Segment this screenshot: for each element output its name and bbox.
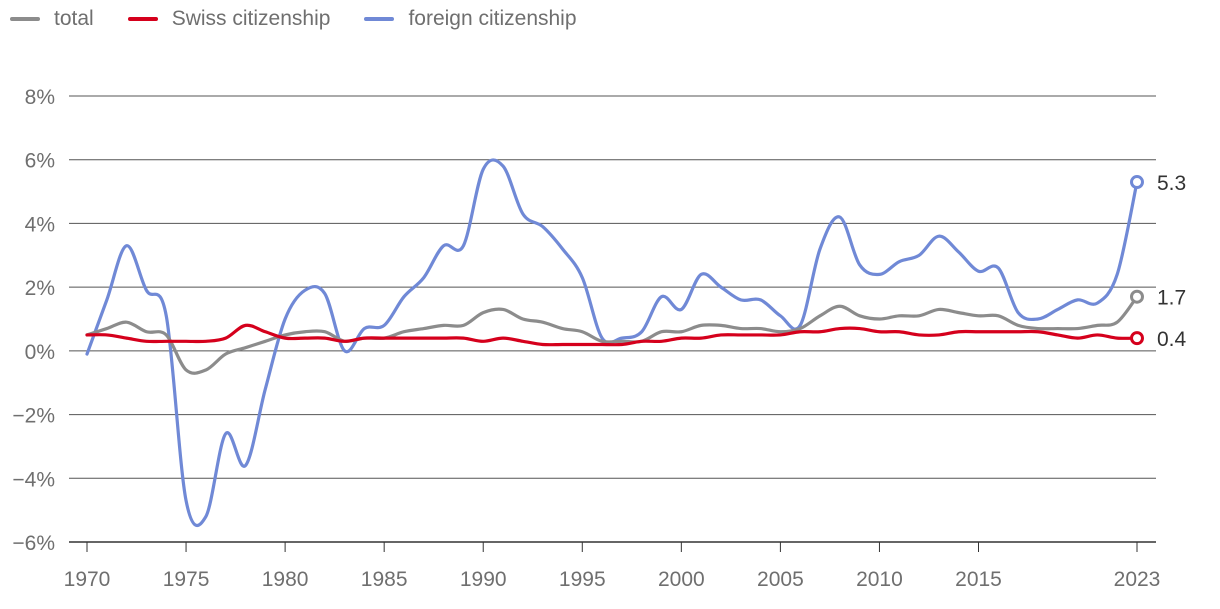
y-tick-label: 8% <box>25 86 55 109</box>
y-tick-label: 0% <box>25 341 55 364</box>
y-axis-ticks: 8% 6% 4% 2% 0% −2% −4% −6% <box>12 86 55 555</box>
end-marker <box>1130 175 1144 190</box>
x-tick-label: 2023 <box>1114 568 1161 591</box>
x-tick-label: 1995 <box>559 568 606 591</box>
grid-layer <box>69 95 1156 543</box>
y-tick-label: −2% <box>12 405 55 428</box>
x-tick-label: 2000 <box>658 568 705 591</box>
legend-item-swiss[interactable]: Swiss citizenship <box>127 4 331 34</box>
legend-swatch-total <box>10 17 40 21</box>
legend-item-foreign[interactable]: foreign citizenship <box>364 4 577 34</box>
y-tick-label: −4% <box>12 468 55 491</box>
legend-item-total[interactable]: total <box>10 4 94 34</box>
x-axis-ticks: 1970 1975 1980 1985 1990 1995 2000 2005 2010 2015… <box>64 542 1161 591</box>
legend-label-foreign: foreign citizenship <box>408 7 577 30</box>
y-tick-label: 6% <box>25 150 55 173</box>
series-swiss-line <box>85 323 1139 347</box>
x-tick-label: 2010 <box>856 568 903 591</box>
y-tick-label: −6% <box>12 532 55 555</box>
legend-label-swiss: Swiss citizenship <box>171 7 331 30</box>
end-value-label: 1.7 <box>1157 287 1186 310</box>
legend-swatch-swiss <box>127 17 158 21</box>
end-markers: 1.7 0.4 5.3 <box>1130 172 1187 351</box>
end-value-label: 5.3 <box>1157 172 1186 195</box>
y-tick-label: 2% <box>25 277 55 300</box>
series-layer <box>85 158 1139 527</box>
series-total-line <box>85 295 1139 375</box>
end-marker <box>1130 331 1144 346</box>
end-value-label: 0.4 <box>1157 328 1187 351</box>
legend-swatch-foreign <box>364 17 395 21</box>
end-marker <box>1130 289 1144 304</box>
x-tick-label: 1975 <box>163 568 210 591</box>
series-foreign-line <box>85 158 1139 527</box>
x-tick-label: 1970 <box>64 568 111 591</box>
legend: total Swiss citizenship foreign citizens… <box>10 4 577 34</box>
x-tick-label: 1980 <box>262 568 309 591</box>
x-tick-label: 2015 <box>955 568 1002 591</box>
y-tick-label: 4% <box>25 213 55 236</box>
x-tick-label: 2005 <box>757 568 804 591</box>
x-tick-label: 1985 <box>361 568 408 591</box>
legend-label-total: total <box>54 7 94 30</box>
x-tick-label: 1990 <box>460 568 507 591</box>
